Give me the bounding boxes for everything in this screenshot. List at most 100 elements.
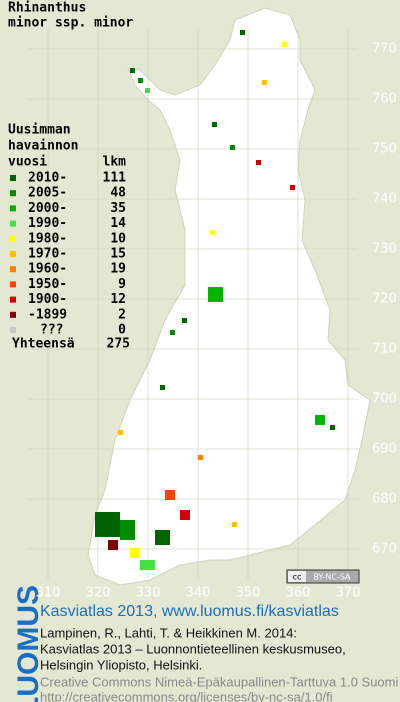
- occurrence: [118, 430, 123, 435]
- legend-total-label: Yhteensä: [12, 337, 75, 352]
- x-grid-label: 370: [336, 586, 361, 601]
- legend-count: 2: [118, 307, 126, 322]
- occurrence: [160, 385, 165, 390]
- legend-label: 2005-: [28, 186, 67, 201]
- occurrence: [182, 318, 187, 323]
- occurrence: [240, 30, 245, 35]
- occurrence: [138, 78, 143, 83]
- y-grid-label: 720: [372, 292, 397, 307]
- x-grid-label: 350: [236, 586, 261, 601]
- occurrence: [165, 490, 175, 500]
- legend-swatch: [10, 220, 16, 227]
- occurrence: [290, 185, 295, 190]
- cc-badge: cc BY-NC-SA: [286, 569, 360, 584]
- occurrence: [180, 510, 190, 520]
- occurrence: [256, 160, 261, 165]
- brand: LUOMUS: [12, 585, 45, 702]
- occurrence: [232, 522, 237, 527]
- y-grid-label: 730: [372, 242, 397, 257]
- footer-link[interactable]: Kasviatlas 2013, www.luomus.fi/kasviatla…: [40, 603, 339, 620]
- occurrence: [262, 80, 267, 85]
- legend-count: 0: [118, 323, 126, 338]
- y-grid-label: 740: [372, 192, 397, 207]
- legend-label: 1990-: [28, 216, 67, 231]
- legend-column: vuosi: [8, 155, 47, 170]
- occurrence: [170, 330, 175, 335]
- legend: 2010- 111 2005- 48 2000- 35 1990- 14 1980- 10 1970…: [10, 171, 126, 338]
- legend-heading: Uusimman: [8, 123, 71, 138]
- legend-count: 15: [110, 247, 126, 262]
- occurrence: [155, 530, 170, 545]
- legend-swatch: [10, 266, 16, 273]
- legend-label: 2010-: [28, 171, 67, 186]
- y-grid-label: 770: [372, 42, 397, 57]
- legend-label: 1980-: [28, 231, 67, 246]
- x-grid-label: 360: [286, 586, 311, 601]
- y-grid-label: 710: [372, 342, 397, 357]
- legend-label: 1950-: [28, 277, 67, 292]
- grid: [28, 29, 358, 579]
- legend-label: -1899: [28, 307, 67, 322]
- legend-swatch: [10, 175, 16, 181]
- title-line: minor ssp. minor: [8, 16, 133, 31]
- legend-label: 1970-: [28, 247, 67, 262]
- legend-swatch: [10, 296, 16, 303]
- y-grid-label: 670: [372, 542, 397, 557]
- occurrence: [210, 230, 215, 235]
- legend-label: 1900-: [28, 292, 67, 307]
- legend-count: 48: [110, 186, 126, 201]
- title-line: Rhinanthus: [8, 1, 86, 16]
- occurrence: [120, 520, 135, 540]
- y-grid-label: 680: [372, 492, 397, 507]
- legend-swatch: [10, 327, 16, 333]
- legend-swatch: [10, 190, 16, 197]
- license-line: Creative Commons Nimeä-Epäkaupallinen-Ta…: [40, 674, 398, 689]
- legend-count: 9: [118, 277, 126, 292]
- legend-swatch: [10, 251, 16, 257]
- cc-logo-text: cc: [293, 573, 302, 582]
- occurrence: [212, 122, 217, 127]
- legend-count: 14: [110, 216, 126, 231]
- y-grid-label: 750: [372, 142, 397, 157]
- legend-count: 19: [110, 262, 126, 277]
- legend-label: 1960-: [28, 262, 67, 277]
- occurrence: [130, 548, 140, 558]
- x-grid-label: 310: [36, 586, 61, 601]
- finland-outline: [87, 7, 371, 586]
- occurrence: [108, 540, 118, 550]
- cc-badge-text: BY-NC-SA: [313, 573, 351, 582]
- legend-heading: havainnon: [8, 139, 78, 154]
- legend-swatch: [10, 311, 16, 318]
- x-grid-label: 340: [186, 586, 211, 601]
- occurrence: [95, 512, 120, 537]
- license-line: http://creativecommons.org/licenses/by-n…: [40, 689, 333, 702]
- y-grid-label: 760: [372, 92, 397, 107]
- legend-label: 2000-: [28, 201, 67, 216]
- y-grid-label: 690: [372, 442, 397, 457]
- occurrence: [145, 88, 150, 93]
- y-grid-label: 700: [372, 392, 397, 407]
- occurrence: [315, 415, 325, 425]
- citation-line: Helsingin Yliopisto, Helsinki.: [40, 657, 202, 672]
- x-grid-label: 330: [136, 586, 161, 601]
- occurrence: [282, 42, 287, 47]
- occurrence: [330, 425, 335, 430]
- legend-count: 12: [110, 292, 126, 307]
- legend-column: lkm: [103, 155, 127, 170]
- legend-label: ???: [40, 323, 63, 338]
- legend-swatch: [10, 281, 16, 288]
- legend-swatch: [10, 235, 16, 242]
- legend-count: 10: [110, 231, 126, 246]
- cc-logo: [288, 571, 306, 582]
- occurrence: [140, 560, 155, 570]
- occurrence: [230, 145, 235, 150]
- legend-swatch: [10, 205, 16, 212]
- citation-line: Kasviatlas 2013 – Luonnontieteellinen ke…: [40, 641, 346, 656]
- citation-line: Lampinen, R., Lahti, T. & Heikkinen M. 2…: [40, 625, 297, 640]
- legend-count: 111: [103, 171, 127, 186]
- occurrence-squares: [95, 30, 335, 570]
- occurrence: [198, 455, 203, 460]
- occurrence: [208, 287, 223, 302]
